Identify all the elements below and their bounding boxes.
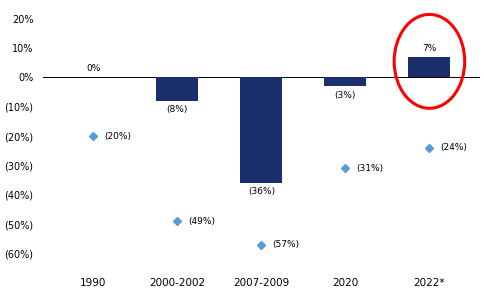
Text: (8%): (8%) bbox=[166, 105, 188, 114]
Text: (20%): (20%) bbox=[105, 132, 131, 141]
Text: (49%): (49%) bbox=[188, 217, 215, 226]
Bar bbox=[156, 77, 198, 101]
Text: 0%: 0% bbox=[86, 64, 101, 73]
Text: (31%): (31%) bbox=[356, 164, 383, 173]
Text: (3%): (3%) bbox=[335, 91, 356, 100]
Text: 7%: 7% bbox=[422, 44, 437, 53]
Bar bbox=[241, 77, 283, 183]
Bar bbox=[324, 77, 366, 86]
Bar bbox=[408, 57, 451, 77]
Text: (36%): (36%) bbox=[248, 187, 275, 197]
Text: (57%): (57%) bbox=[272, 240, 300, 249]
Text: (24%): (24%) bbox=[440, 143, 467, 152]
